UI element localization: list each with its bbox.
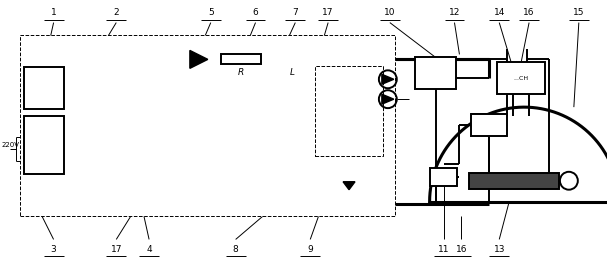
Text: 16: 16	[523, 8, 535, 17]
Bar	[415, 57, 457, 89]
Text: 12: 12	[449, 8, 460, 17]
Text: 11: 11	[438, 245, 449, 254]
Text: 3: 3	[50, 245, 57, 254]
Polygon shape	[382, 94, 394, 104]
Bar	[430, 168, 457, 186]
Bar	[471, 114, 507, 136]
Polygon shape	[343, 182, 355, 190]
Text: 16: 16	[455, 245, 467, 254]
Bar	[221, 54, 260, 64]
Text: 4: 4	[147, 245, 152, 254]
Text: 13: 13	[494, 245, 505, 254]
Text: 220V: 220V	[2, 142, 20, 148]
Bar	[24, 116, 64, 174]
Text: 17: 17	[322, 8, 334, 17]
Bar	[315, 66, 383, 156]
Polygon shape	[190, 50, 208, 68]
Text: 14: 14	[494, 8, 505, 17]
Bar	[497, 62, 545, 94]
Text: 6: 6	[253, 8, 258, 17]
Text: ...CH: ...CH	[514, 76, 529, 81]
Bar	[469, 173, 559, 189]
Polygon shape	[382, 74, 394, 84]
Bar	[24, 67, 64, 109]
Text: L: L	[290, 68, 295, 77]
Text: 9: 9	[308, 245, 313, 254]
Text: 10: 10	[384, 8, 396, 17]
Text: R: R	[238, 68, 244, 77]
Bar	[20, 35, 395, 216]
Text: 15: 15	[573, 8, 584, 17]
Text: 5: 5	[208, 8, 213, 17]
Text: 2: 2	[114, 8, 119, 17]
Text: 17: 17	[111, 245, 122, 254]
Text: 7: 7	[292, 8, 298, 17]
Text: 8: 8	[233, 245, 238, 254]
Text: 1: 1	[50, 8, 57, 17]
